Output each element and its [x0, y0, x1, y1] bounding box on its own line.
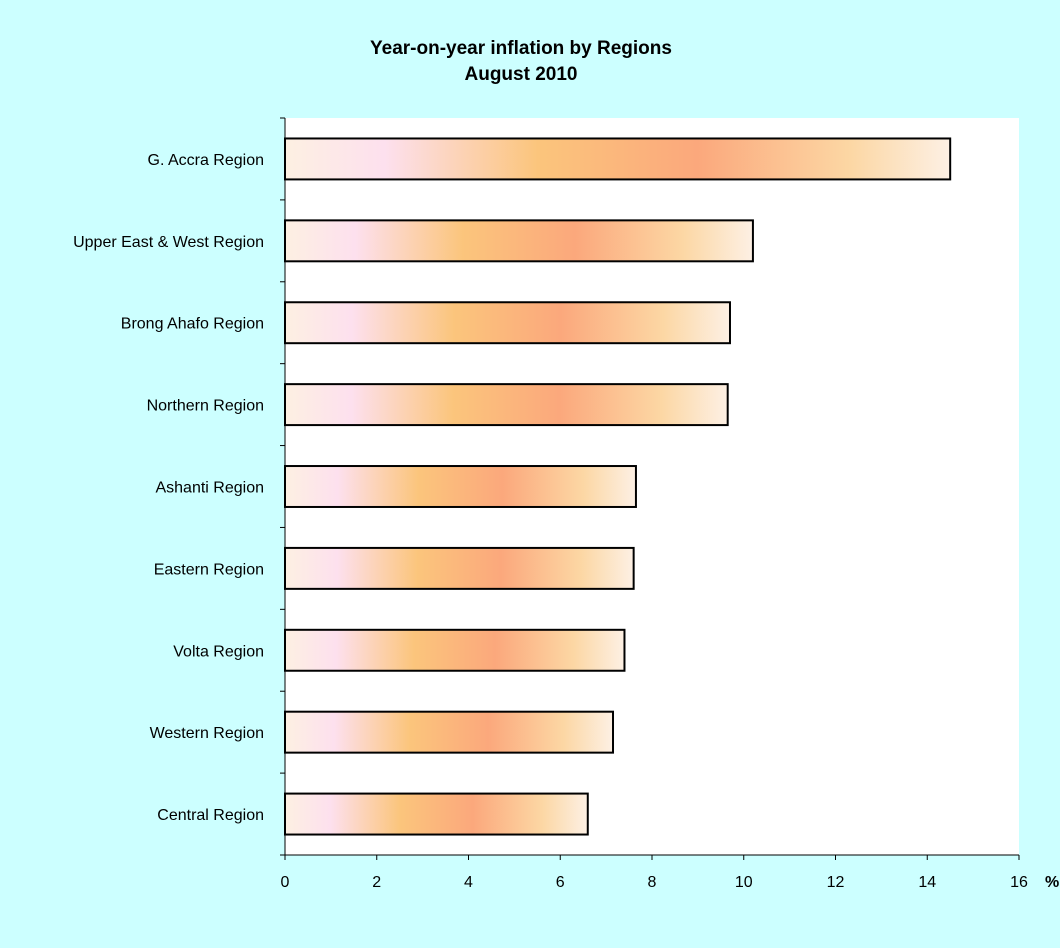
category-label: G. Accra Region — [148, 152, 265, 169]
bar — [284, 792, 589, 836]
labels-layer: G. Accra Region Upper East & West Region B… — [73, 152, 1028, 891]
bar — [284, 546, 635, 590]
x-tick-label: 10 — [735, 874, 753, 891]
axes-layer — [280, 117, 1020, 860]
x-axis-unit-label: % — [1045, 874, 1059, 891]
bar — [284, 710, 615, 754]
category-label: Eastern Region — [154, 561, 264, 578]
x-tick-label: 6 — [556, 874, 565, 891]
x-tick-label: 14 — [918, 874, 936, 891]
category-label: Central Region — [157, 807, 264, 824]
x-tick-label: 2 — [372, 874, 381, 891]
category-label: Upper East & West Region — [73, 234, 264, 251]
category-label: Brong Ahafo Region — [121, 316, 264, 333]
x-tick-label: 12 — [827, 874, 845, 891]
category-label: Volta Region — [173, 643, 264, 660]
bars-layer — [284, 137, 952, 836]
x-tick-label: 16 — [1010, 874, 1028, 891]
bar — [284, 628, 626, 672]
x-tick-label: 4 — [464, 874, 473, 891]
category-label: Western Region — [150, 725, 264, 742]
bar — [284, 301, 731, 345]
x-tick-label: 8 — [648, 874, 657, 891]
bar — [284, 465, 637, 508]
chart-subtitle: August 2010 — [465, 64, 578, 85]
category-label: Northern Region — [147, 398, 264, 415]
bar — [284, 219, 754, 263]
x-tick-label: 0 — [281, 874, 290, 891]
category-label: Ashanti Region — [155, 480, 264, 497]
bar — [284, 137, 952, 181]
bar — [284, 383, 729, 427]
chart-title: Year-on-year inflation by Regions — [370, 38, 672, 59]
